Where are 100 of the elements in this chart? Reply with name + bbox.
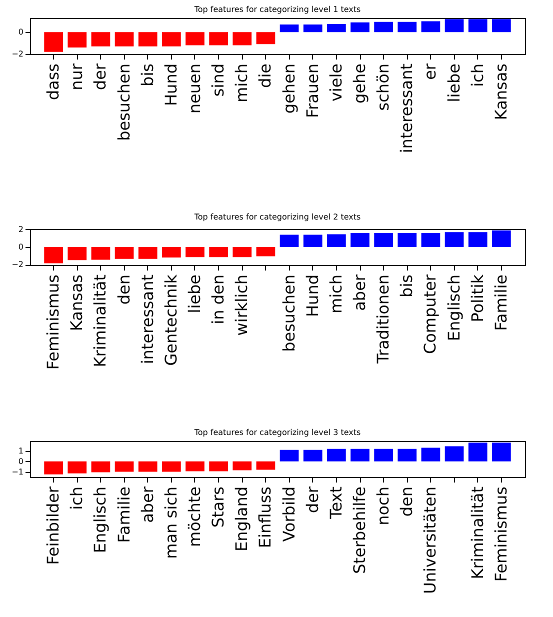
x-tick-label: gehen [279, 64, 298, 114]
x-tick-label: besuchen [279, 274, 298, 352]
x-tick-label: England [232, 486, 252, 552]
x-tick-label: er [420, 63, 440, 80]
x-tick-label: mich [232, 64, 252, 102]
bar [209, 32, 228, 46]
bar [44, 32, 63, 52]
x-tick-label: Einfluss [256, 486, 275, 548]
x-tick-label: Feinbilder [44, 486, 63, 565]
bar [256, 32, 276, 44]
x-tick-label: ich [468, 64, 487, 87]
x-tick-label: schön [374, 64, 393, 111]
x-tick-label: aber [138, 486, 157, 523]
x-tick-label: Hund [302, 274, 322, 317]
x-tick-label: der [302, 486, 322, 514]
x-tick-label: man sich [161, 486, 180, 559]
bar [44, 247, 63, 264]
x-tick-label: Politik [468, 274, 487, 322]
bar [374, 448, 393, 462]
y-tick-label: 2 [18, 224, 24, 234]
x-tick-label: Hund [161, 64, 180, 106]
x-tick-label: bis [397, 274, 416, 298]
bar [256, 461, 276, 470]
bar [138, 247, 158, 259]
bar [374, 232, 393, 247]
bar [303, 450, 322, 462]
bar [68, 32, 87, 48]
bar [162, 32, 181, 46]
x-tick-label: den [114, 274, 134, 305]
bar [468, 19, 488, 32]
x-tick-label: liebe [185, 274, 204, 314]
x-tick-label: sind [208, 64, 228, 97]
bar [280, 234, 299, 247]
x-tick-label: noch [374, 486, 393, 526]
x-tick-label: nur [67, 63, 86, 90]
bar [421, 232, 440, 247]
x-tick-label: Vorbild [279, 486, 298, 542]
x-tick-label: gehe [350, 64, 369, 104]
x-tick-label: interessant [138, 274, 157, 364]
bar [232, 461, 252, 470]
bar [280, 450, 299, 462]
y-tick-label: 0 [18, 242, 24, 252]
y-tick-label: 0 [18, 28, 24, 37]
x-tick-label: Sterbehilfe [350, 486, 369, 574]
bar [162, 247, 181, 258]
x-tick-label: Kriminalität [468, 486, 487, 580]
bar [114, 32, 134, 46]
x-tick-label: Kansas [491, 64, 510, 120]
x-tick-label: Familie [114, 486, 134, 543]
bar [398, 448, 417, 462]
bar [350, 448, 370, 462]
chart-title: Top features for categorizing level 3 texts [193, 428, 361, 437]
x-tick-label: möchte [185, 486, 204, 547]
x-tick-label: der [90, 63, 110, 90]
x-tick-label: mich [326, 274, 346, 314]
x-tick-label: Stars [208, 486, 228, 528]
chart-title: Top features for categorizing level 1 texts [193, 5, 361, 14]
bar [232, 247, 252, 258]
x-tick-label: Feminismus [44, 274, 63, 370]
bar [186, 247, 204, 258]
bar [492, 442, 511, 462]
bar [327, 448, 346, 462]
bar [114, 461, 134, 472]
bar [138, 32, 158, 46]
bar [444, 19, 464, 32]
bar [303, 234, 322, 247]
x-tick-label: wirklich [232, 274, 252, 336]
bar [303, 24, 322, 32]
x-tick-label: neuen [185, 64, 204, 114]
bar [209, 461, 228, 472]
x-tick-label: bis [138, 64, 157, 86]
x-tick-label: Feminismus [491, 486, 510, 582]
y-tick-label: 1 [18, 446, 24, 456]
x-tick-label: Traditionen [374, 274, 393, 365]
bar [91, 247, 110, 260]
x-tick-label: die [256, 64, 275, 88]
bar [138, 461, 158, 472]
y-tick-label: −2 [12, 260, 24, 270]
bar [68, 247, 87, 260]
bar [444, 446, 464, 462]
x-tick-label: Englisch [90, 486, 110, 554]
x-tick-label: Computer [420, 274, 440, 354]
bar [374, 22, 393, 32]
x-tick-label: Kriminalität [90, 274, 110, 368]
bar [350, 22, 370, 32]
bar [162, 461, 181, 472]
y-tick-label: 0 [18, 456, 24, 466]
bar [114, 247, 134, 259]
bar [421, 448, 440, 462]
bar [327, 24, 346, 32]
x-tick-label: Universitäten [420, 486, 440, 594]
bar [44, 461, 63, 474]
bar [468, 232, 488, 247]
x-tick-label: interessant [397, 64, 416, 154]
bar [327, 234, 346, 247]
y-tick-label: −1 [12, 467, 24, 476]
y-tick-label: −2 [12, 50, 24, 58]
bar [186, 461, 204, 472]
x-tick-label: viele [326, 64, 346, 102]
x-tick-label: Text [326, 486, 346, 520]
